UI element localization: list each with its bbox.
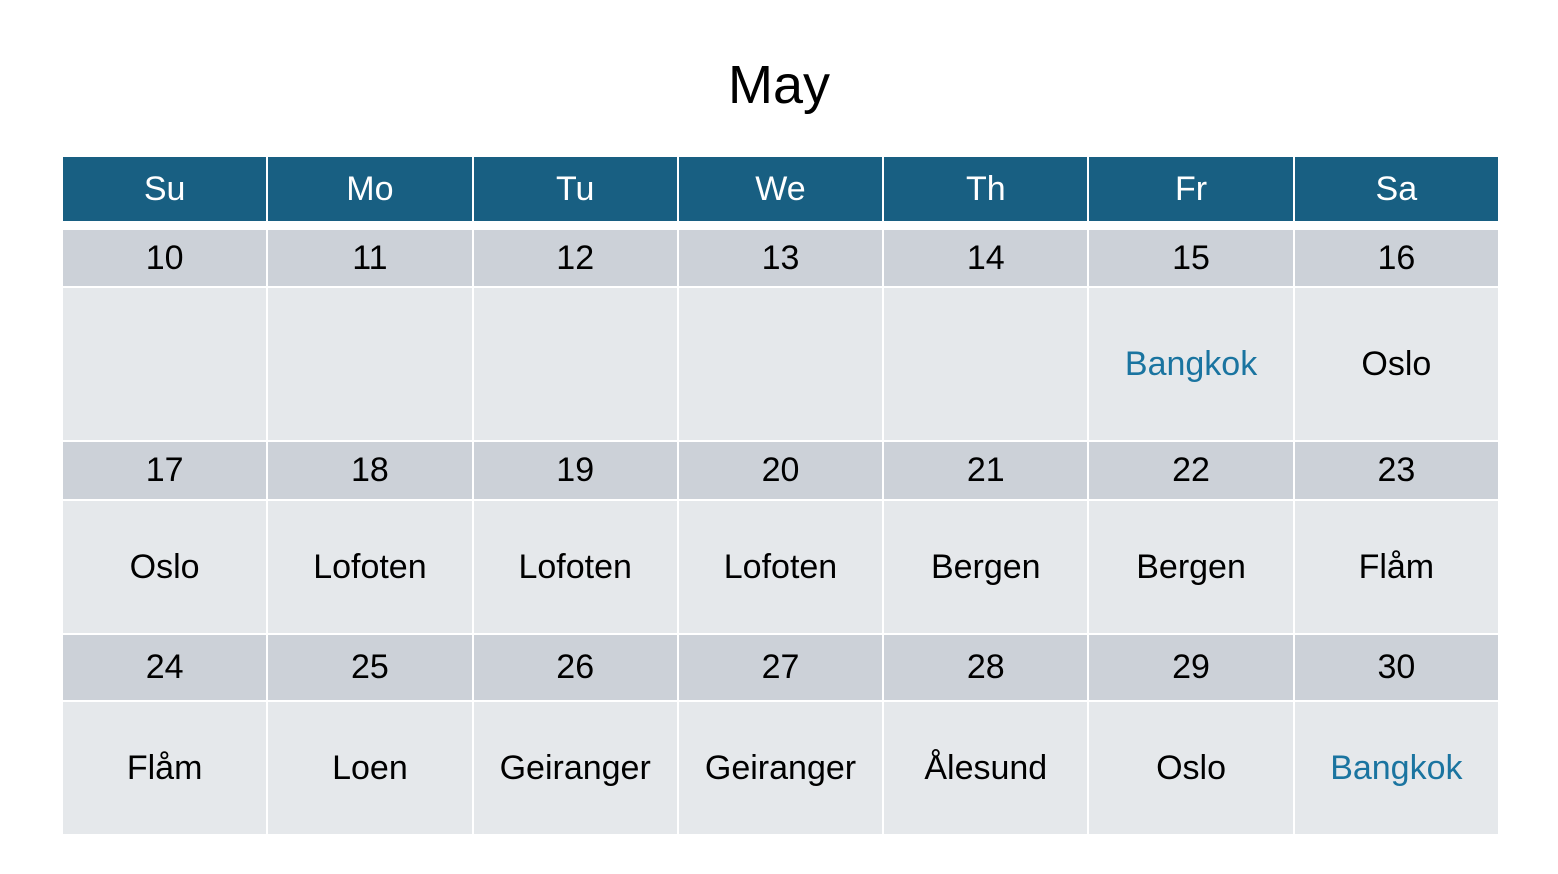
location-cell: Bergen	[1089, 501, 1293, 633]
location-cell: Oslo	[1089, 702, 1293, 834]
header-separator	[268, 223, 472, 228]
date-cell: 18	[268, 442, 472, 499]
location-cell: Oslo	[1294, 288, 1498, 440]
calendar-grid: Su Mo Tu We Th Fr Sa 10 11 12 13 14 15 16 Bangkok Oslo 1…	[63, 157, 1498, 834]
date-cell: 29	[1089, 635, 1293, 700]
location-cell: Flåm	[1294, 501, 1498, 633]
date-cell: 11	[268, 230, 472, 286]
date-cell: 19	[473, 442, 677, 499]
date-cell: 13	[678, 230, 883, 286]
location-cell	[473, 288, 677, 440]
location-cell	[678, 288, 883, 440]
header-separator	[1089, 223, 1293, 228]
day-header-tu: Tu	[473, 157, 677, 221]
day-header-th: Th	[884, 157, 1088, 221]
date-cell: 25	[268, 635, 472, 700]
date-cell: 20	[678, 442, 883, 499]
location-cell: Geiranger	[678, 702, 883, 834]
location-cell: Lofoten	[268, 501, 472, 633]
location-cell: Ålesund	[884, 702, 1088, 834]
date-cell: 23	[1294, 442, 1498, 499]
header-separator	[884, 223, 1088, 228]
date-cell: 14	[884, 230, 1088, 286]
header-separator	[473, 223, 677, 228]
calendar-title: May	[727, 55, 830, 115]
header-separator	[678, 223, 883, 228]
location-cell	[884, 288, 1088, 440]
location-cell	[268, 288, 472, 440]
day-header-su: Su	[63, 157, 267, 221]
date-cell: 10	[63, 230, 267, 286]
date-cell: 28	[884, 635, 1088, 700]
date-cell: 26	[473, 635, 677, 700]
location-cell: Oslo	[63, 501, 267, 633]
day-header-sa: Sa	[1294, 157, 1498, 221]
date-cell: 15	[1089, 230, 1293, 286]
location-cell: Loen	[268, 702, 472, 834]
location-cell: Lofoten	[473, 501, 677, 633]
day-header-we: We	[678, 157, 883, 221]
header-separator	[1294, 223, 1498, 228]
location-cell: Bergen	[884, 501, 1088, 633]
day-header-mo: Mo	[268, 157, 472, 221]
date-cell: 16	[1294, 230, 1498, 286]
date-cell: 30	[1294, 635, 1498, 700]
date-cell: 17	[63, 442, 267, 499]
location-cell: Flåm	[63, 702, 267, 834]
location-cell	[63, 288, 267, 440]
day-header-fr: Fr	[1089, 157, 1293, 221]
location-cell: Bangkok	[1294, 702, 1498, 834]
location-cell: Geiranger	[473, 702, 677, 834]
date-cell: 12	[473, 230, 677, 286]
date-cell: 21	[884, 442, 1088, 499]
location-cell: Bangkok	[1089, 288, 1293, 440]
date-cell: 27	[678, 635, 883, 700]
date-cell: 24	[63, 635, 267, 700]
date-cell: 22	[1089, 442, 1293, 499]
location-cell: Lofoten	[678, 501, 883, 633]
header-separator	[63, 223, 267, 228]
